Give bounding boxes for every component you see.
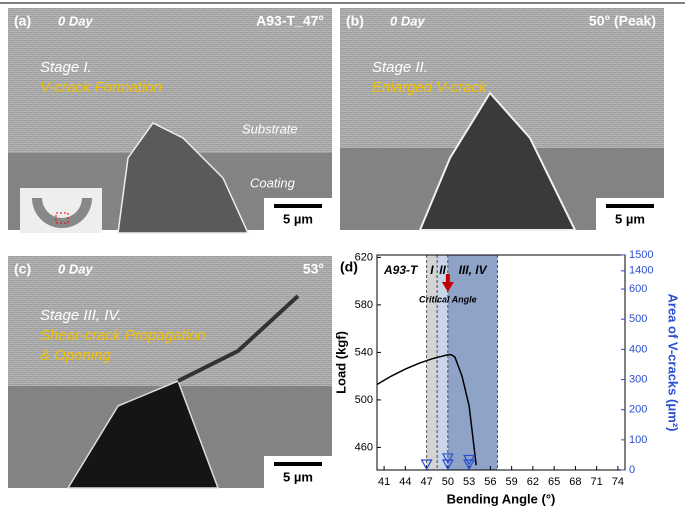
panel-a: (a) 0 Day A93-T_47° Stage I. V-crack Formati…	[8, 8, 332, 234]
y-tick-label: 580	[355, 299, 373, 311]
x-axis-label: Bending Angle (°)	[447, 491, 556, 506]
critical-arrow	[441, 274, 454, 292]
plot-frame	[376, 254, 626, 471]
x-tick-label: 74	[612, 476, 624, 488]
scale-box	[596, 198, 664, 230]
inset-box	[55, 212, 69, 224]
day-label: 0 Day	[58, 13, 93, 28]
corner-label: A93-T_47°	[256, 13, 324, 29]
coating-label: Coating	[250, 175, 296, 190]
scale-box	[264, 456, 332, 488]
day-label: 0 Day	[390, 13, 425, 28]
panel-c: (c) 0 Day 53° Stage III, IV. Shear-crack Pro…	[8, 256, 332, 489]
y2-tick-label: 0	[629, 464, 635, 476]
x-tick-label: 62	[527, 476, 539, 488]
panel-label: (b)	[346, 13, 364, 29]
crack	[117, 122, 250, 234]
stage-label: Stage I.	[40, 59, 92, 76]
x-tick-label: 68	[569, 476, 581, 488]
y2-tick-label: 100	[629, 434, 647, 446]
x-tick-label: 44	[399, 476, 411, 488]
stage-caption: Enlarged V-crack	[372, 79, 488, 96]
region-label: II	[439, 263, 446, 277]
scale-label: 5 µm	[283, 469, 313, 484]
x-tick-label: 59	[506, 476, 518, 488]
x-tick-label: 41	[378, 476, 390, 488]
panel-label: (d)	[340, 259, 358, 275]
crack	[418, 91, 577, 231]
x-tick-label: 56	[484, 476, 496, 488]
y2-tick-label: 300	[629, 373, 647, 385]
x-tick-label: 50	[442, 476, 454, 488]
panel-label: (a)	[14, 13, 31, 29]
y-tick-label: 500	[355, 394, 373, 406]
panel-b: (b) 0 Day 50° (Peak) Stage II. Enlarged V-cr…	[340, 8, 664, 231]
x-tick-label: 53	[463, 476, 475, 488]
x-tick-label: 65	[548, 476, 560, 488]
y2-tick-label: 400	[629, 343, 647, 355]
corner-label: 50° (Peak)	[589, 13, 656, 29]
area-marker	[441, 459, 454, 471]
scale-label: 5 µm	[615, 211, 645, 226]
stage-label: Stage II.	[372, 59, 428, 76]
corner-label: 53°	[303, 261, 324, 277]
x-tick-label: 47	[420, 476, 432, 488]
y2-tick-label: 500	[629, 313, 647, 325]
y2-tick-label: 1400	[629, 265, 653, 277]
stage-caption: & Opening	[40, 347, 112, 364]
area-marker	[463, 459, 476, 471]
y2-tick-label: 200	[629, 404, 647, 416]
critical-label: Critical Angle	[419, 294, 477, 304]
y-tick-label: 460	[355, 441, 373, 453]
substrate-label: Substrate	[242, 121, 298, 136]
area-marker	[420, 459, 433, 471]
y-tick-label: 540	[355, 346, 373, 358]
shear-crack	[177, 294, 300, 383]
day-label: 0 Day	[58, 261, 93, 276]
region-label: III, IV	[459, 263, 488, 277]
y2-tick-label: 600	[629, 283, 647, 295]
annotation: A93-T	[383, 263, 419, 277]
area-marker	[441, 453, 454, 465]
y2-tick-label: 1500	[629, 249, 653, 261]
y-axis-label: Load (kgf)	[333, 331, 348, 394]
region-label: I	[430, 263, 434, 277]
stage-label: Stage III, IV.	[40, 307, 121, 324]
stage-caption: V-crack Formation	[40, 79, 162, 96]
load-line	[376, 354, 477, 466]
y-tick-label: 620	[355, 251, 373, 263]
panel-label: (c)	[14, 261, 31, 277]
stage-caption: Shear-crack Propagation	[40, 327, 206, 344]
region	[437, 255, 448, 470]
scale-box	[264, 198, 332, 230]
inset-shape	[32, 198, 92, 228]
x-tick-label: 71	[591, 476, 603, 488]
region	[426, 255, 438, 470]
y2-axis-label: Area of V-cracks (μm²)	[666, 293, 681, 431]
scale-label: 5 µm	[283, 211, 313, 226]
